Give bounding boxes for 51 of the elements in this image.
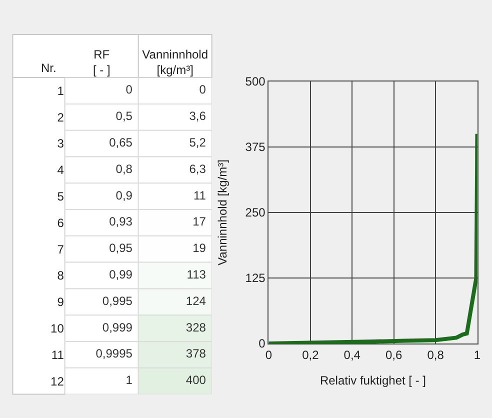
data-label: 378 [186,346,206,361]
x-axis-title: Relativ fuktighet [ - ] [320,374,426,388]
y-tick-label: 2 [57,110,64,124]
data-label: 0 [199,82,206,97]
data-label: 0,8 [116,162,133,176]
data-label: 0 [126,82,133,97]
x-tick-label: 0,6 [385,348,403,362]
y-tick-label: 9 [57,295,64,310]
line-series [268,132,478,344]
data-label: 0,93 [109,214,133,229]
y-tick-label: 11 [51,348,64,362]
y-tick-label: 7 [57,242,64,256]
x-tick-label: 0,2 [302,348,320,362]
y-tick-label: 375 [245,140,266,154]
data-label: 0,9 [116,188,133,202]
y-tick-label: 250 [245,206,266,220]
data-label: 0,999 [102,320,133,334]
data-label: 113 [186,268,206,282]
y-tick-label: 500 [245,74,266,89]
data-label: 328 [186,320,206,334]
text: Nr. [41,61,56,75]
y-tick-label: 1 [57,84,64,98]
data-label: 17 [192,214,206,229]
data-label: 124 [186,294,206,308]
data-label: 400 [186,373,206,388]
y-tick-label: 8 [57,268,64,283]
data-label: 0,95 [109,241,133,256]
data-label: 1 [126,373,133,388]
x-tick-label: 0,4 [344,348,361,362]
y-tick-label: 12 [50,374,64,388]
x-tick-label: 1 [474,348,481,362]
data-label: 0,9995 [96,346,133,361]
y-axis-title: Vanninnhold [kg/m³] [216,160,230,266]
data-label: 6,3 [189,162,206,176]
data-label: 0,5 [116,109,133,124]
x-tick-label: RF [ - ] [92,48,110,78]
y-tick-label: 3 [57,136,64,151]
data-label: 19 [192,241,206,256]
data-label: 0,995 [102,294,133,308]
data-label: 0,65 [109,136,133,150]
y-tick-label: 5 [57,190,64,204]
y-tick-label: 6 [57,216,64,230]
x-tick-label: 0,8 [427,348,444,362]
data-label: 3,6 [189,109,206,124]
data-label: 0,99 [109,268,133,282]
y-tick-label: 125 [245,271,266,286]
y-tick-label: 0 [258,336,266,351]
data-label: 11 [193,188,206,202]
data-label: 5,2 [189,136,206,150]
y-tick-label: 4 [57,163,64,178]
y-tick-label: 10 [50,321,64,336]
